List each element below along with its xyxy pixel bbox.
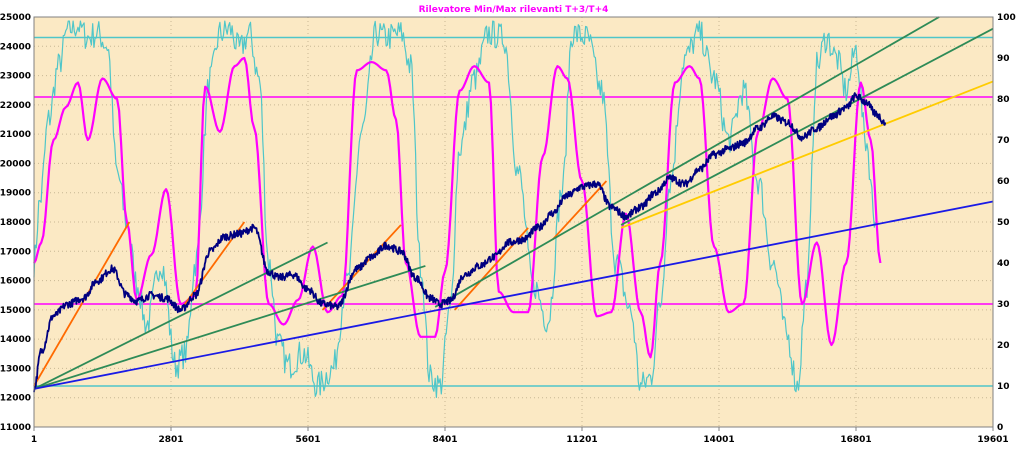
x-tick-label-7: 19601 [977,435,1008,445]
trend-line-6 [33,265,426,390]
plot-border [33,16,994,428]
y-right-tick-label-1: 10 [997,382,1010,392]
trend-line-5 [33,241,328,390]
y-left-tick-label-0: 11000 [0,423,31,433]
x-tick-label-6: 16801 [840,435,871,445]
trend-line-4 [551,180,608,241]
y-right-tick-label-4: 40 [997,259,1010,269]
y-left-tick-label-3: 14000 [0,335,31,345]
trend-line-9 [620,80,994,229]
reference-lines [34,36,993,387]
y-left-tick-label-8: 19000 [0,189,31,199]
y-right-tick-label-5: 50 [997,218,1010,228]
y-left-tick-label-11: 22000 [0,101,31,111]
y-right-tick-label-9: 90 [997,54,1010,64]
x-tick-label-0: 1 [31,435,37,445]
x-tick-label-3: 8401 [432,435,457,445]
chart-title: Rilevatore Min/Max rilevanti T+3/T+4 [419,5,609,15]
trend-line-8 [620,27,994,226]
y-right-tick-label-0: 0 [997,423,1003,433]
plot-area [34,17,993,427]
y-left-tick-label-5: 16000 [0,277,31,287]
y-left-tick-label-1: 12000 [0,394,31,404]
y-left-tick-label-14: 25000 [0,13,31,23]
y-axis-left: 11000 12000 13000 14000 15000 16000 17000 18000… [0,13,31,433]
x-tick-label-5: 14001 [703,435,734,445]
y-left-tick-label-2: 13000 [0,364,31,374]
y-left-tick-label-6: 17000 [0,247,31,257]
x-tick-label-1: 2801 [158,435,183,445]
trend-line-7 [434,16,940,308]
y-left-tick-label-7: 18000 [0,218,31,228]
oscillator-fast-layer [33,20,877,398]
price-layer [33,92,887,393]
y-right-tick-label-3: 30 [997,300,1010,310]
y-left-tick-label-13: 24000 [0,42,31,52]
oscillator-fast-line [33,20,877,398]
y-left-tick-label-4: 15000 [0,306,31,316]
y-left-tick-label-10: 21000 [0,130,31,140]
y-right-tick-label-2: 20 [997,341,1010,351]
y-left-tick-label-9: 20000 [0,159,31,169]
oscillator-slow-layer [33,56,882,359]
y-left-tick-label-12: 23000 [0,72,31,82]
y-right-tick-label-8: 80 [997,95,1010,105]
y-right-tick-label-7: 70 [997,136,1010,146]
trend-line-0 [33,221,131,387]
x-axis: 1 2801 5601 8401 11201 14001 16801 19601 [31,427,1009,445]
y-right-tick-label-6: 60 [997,177,1010,187]
oscillator-slow-line [33,56,882,359]
y-axis-right: 0 10 20 30 40 50 60 70 80 90 100 [997,13,1016,433]
price-line [33,92,887,393]
x-tick-label-4: 11201 [566,435,597,445]
x-tick-label-2: 5601 [295,435,320,445]
trend-line-10 [33,200,994,390]
y-right-tick-label-10: 100 [997,13,1016,23]
